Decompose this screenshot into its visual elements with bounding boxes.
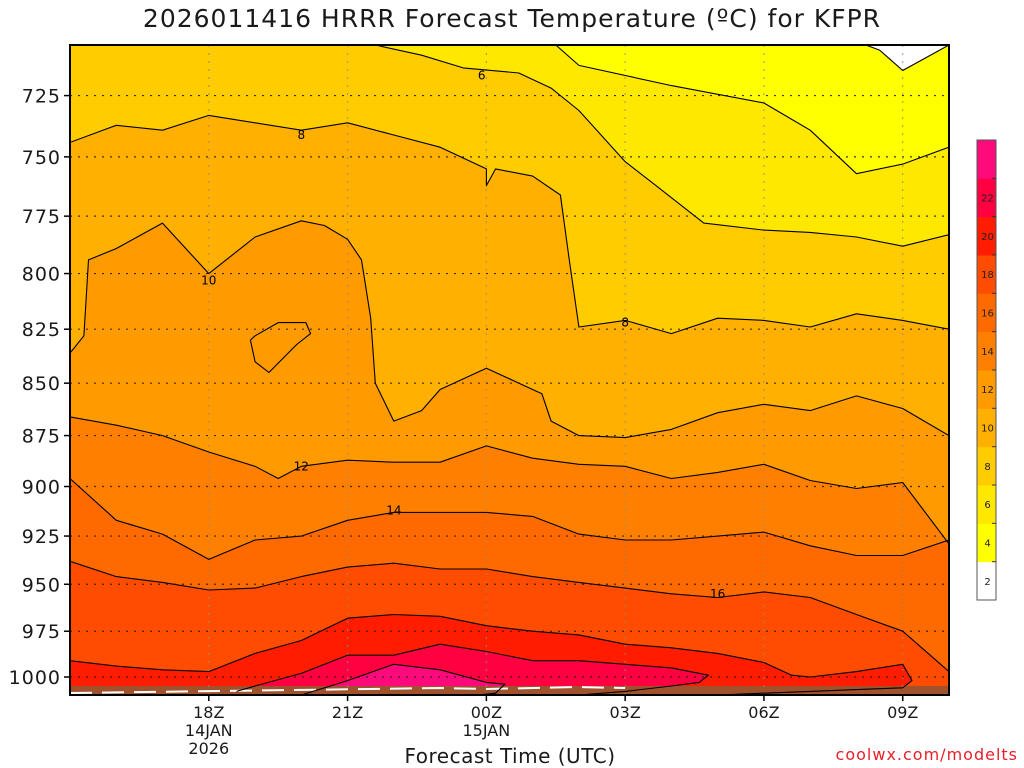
contour-label: 8 <box>297 128 305 142</box>
x-tick-label: 06Z <box>748 703 779 722</box>
terrain-edge <box>70 686 626 695</box>
y-tick-label: 800 <box>22 264 61 286</box>
contour-6 <box>375 45 949 247</box>
contour-20 <box>236 643 709 695</box>
colorbar-swatch <box>977 255 996 294</box>
colorbar-swatch <box>977 446 996 486</box>
colorbar: 2 4 6 8 10 12 14 16 18 20 22 <box>976 139 997 601</box>
x-axis-label: Forecast Time (UTC) <box>404 744 616 768</box>
colorbar-label: 18 <box>981 270 994 281</box>
contour-label: 10 <box>201 273 216 287</box>
fill-pocket-10-12 <box>250 322 311 373</box>
contour-label: 12 <box>294 459 309 473</box>
y-tick-label: 975 <box>22 621 61 643</box>
chart-title: 2026011416 HRRR Forecast Temperature (ºC… <box>142 4 882 33</box>
colorbar-label: 2 <box>984 577 990 588</box>
colorbar-swatch <box>977 331 996 371</box>
contour-lines <box>70 45 949 695</box>
terrain-band <box>70 686 949 695</box>
contour-label: 14 <box>386 503 401 517</box>
contour-22 <box>301 663 506 695</box>
contour-10 <box>70 220 949 439</box>
contour-8 <box>70 114 949 335</box>
colorbar-label: 14 <box>981 347 994 358</box>
fill-band-below-2 <box>865 45 949 71</box>
x-tick-label: 21Z <box>332 703 363 722</box>
contour-label: 8 <box>621 316 629 330</box>
contour-4 <box>555 45 949 175</box>
plot-area: 6 8 8 10 12 14 16 <box>70 45 949 695</box>
contour-label: 6 <box>478 69 486 83</box>
colorbar-swatch <box>977 216 996 256</box>
colorbar-label: 6 <box>984 500 990 511</box>
colorbar-swatch <box>977 523 996 563</box>
colorbar-swatch <box>977 485 996 524</box>
colorbar-swatch <box>977 408 996 448</box>
contour-labels: 6 8 8 10 12 14 16 <box>201 69 725 601</box>
colorbar-label: 22 <box>981 194 994 205</box>
y-tick-label: 825 <box>22 319 61 341</box>
colorbar-swatch <box>977 178 996 218</box>
x-tick-label: 03Z <box>609 703 640 722</box>
y-tick-label: 750 <box>22 147 61 169</box>
fill-band-2-4 <box>555 45 949 174</box>
y-tick-label: 925 <box>22 526 61 548</box>
contour-2 <box>865 45 949 72</box>
source-credit: coolwx.com/modelts <box>835 745 1018 764</box>
x-tick-label: 15JAN <box>463 721 511 740</box>
colorbar-label: 16 <box>981 309 994 320</box>
x-tick-label: 14JAN <box>185 721 233 740</box>
contour-label: 16 <box>710 587 725 601</box>
terrain-fill <box>70 686 949 695</box>
colorbar-swatch <box>977 370 996 409</box>
colorbar-label: 10 <box>981 424 994 435</box>
y-tick-label: 875 <box>22 426 61 448</box>
colorbar-swatch <box>977 140 996 179</box>
contour-10 <box>249 322 312 374</box>
x-tick-label: 00Z <box>471 703 502 722</box>
contour-16 <box>70 560 949 673</box>
temperature-fills <box>70 45 949 695</box>
x-tick-label: 18Z <box>193 703 224 722</box>
colorbar-label: 20 <box>981 232 994 243</box>
y-tick-label: 1000 <box>9 667 61 689</box>
colorbar-swatch <box>977 561 996 601</box>
colorbar-label: 12 <box>981 385 994 396</box>
plot-frame <box>69 44 950 696</box>
x-tick-label: 09Z <box>887 703 918 722</box>
colorbar-label: 8 <box>984 462 990 473</box>
y-tick-label: 900 <box>22 477 61 499</box>
colorbar-label: 4 <box>984 539 990 550</box>
contour-18 <box>70 613 913 695</box>
contour-14 <box>70 478 949 560</box>
y-tick-label: 950 <box>22 574 61 596</box>
y-tick-label: 725 <box>22 86 61 108</box>
y-tick-label: 775 <box>22 206 61 228</box>
x-tick-label: 2026 <box>188 739 229 758</box>
y-tick-label: 850 <box>22 373 61 395</box>
y-axis: 725 750 775 800 825 850 875 900 925 950 975 1000 <box>9 86 70 689</box>
colorbar-swatch <box>977 293 996 333</box>
contour-12 <box>70 416 949 545</box>
